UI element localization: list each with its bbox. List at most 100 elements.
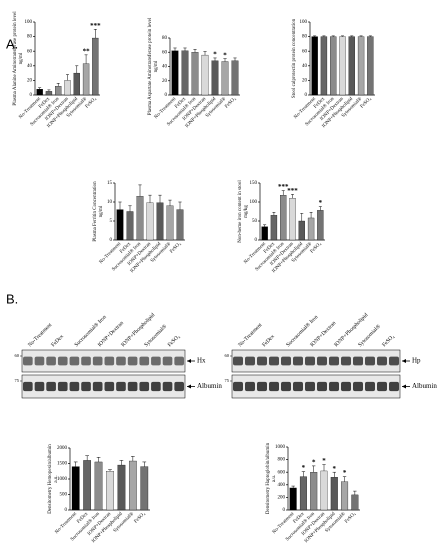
bar xyxy=(82,63,90,96)
blot-band xyxy=(139,381,150,392)
bar xyxy=(289,487,297,511)
bar xyxy=(36,89,43,96)
bar xyxy=(339,36,346,96)
bar xyxy=(298,220,305,241)
y-tick-label: 40 xyxy=(162,65,168,70)
bar xyxy=(320,36,328,96)
blot-band xyxy=(269,356,279,366)
blot-band xyxy=(281,356,291,366)
y-tick-label: 2000 xyxy=(57,446,68,451)
blot-band xyxy=(34,356,45,366)
bar xyxy=(311,36,318,96)
bar xyxy=(261,226,268,241)
y-tick-label: 0 xyxy=(110,238,113,243)
blot-band xyxy=(305,356,315,366)
blot-band xyxy=(23,381,33,392)
blot-band xyxy=(377,356,387,366)
band-label: Albumin xyxy=(412,382,437,390)
blot-band xyxy=(92,356,103,366)
lane-label: FeSO₄ xyxy=(381,334,396,349)
blot-band xyxy=(245,381,255,392)
y-axis-label: Plasma Aspartate Aminotransferase protei… xyxy=(148,17,153,115)
y-tick-label: 500 xyxy=(60,493,68,498)
marker-label: 75 xyxy=(225,378,230,383)
y-tick-label: 1000 xyxy=(275,445,286,450)
blot-band xyxy=(92,381,103,392)
y-axis-label: Densitometry Haptoglobin/albumin xyxy=(266,442,271,514)
y-axis-unit: ng/ml xyxy=(99,205,104,217)
y-tick-label: 0 xyxy=(165,93,168,98)
bar xyxy=(357,36,365,96)
blot-band xyxy=(233,381,243,392)
blot-band xyxy=(104,381,115,392)
y-tick-label: 0 xyxy=(283,508,286,513)
significance: *** xyxy=(90,22,101,30)
y-tick-label: 40 xyxy=(27,64,33,69)
blot-band xyxy=(353,381,363,392)
bar xyxy=(116,209,124,241)
y-tick-label: 10 xyxy=(107,200,113,205)
blot-band xyxy=(281,381,291,392)
significance: * xyxy=(302,464,306,472)
panel-label: B. xyxy=(6,291,18,306)
blot-band xyxy=(389,356,399,366)
y-tick-label: 20 xyxy=(302,79,308,84)
x-tick-label: FeSO₄ xyxy=(134,512,147,525)
significance: *** xyxy=(278,183,289,191)
bar xyxy=(73,72,80,96)
y-tick-label: 60 xyxy=(162,50,168,55)
y-tick-label: 0 xyxy=(65,508,68,513)
y-tick-label: 150 xyxy=(250,181,258,186)
blot-band xyxy=(46,381,56,392)
bar xyxy=(181,50,189,96)
blot-band xyxy=(81,356,91,366)
y-axis-label: Densitometry Hemopexin/albumin xyxy=(48,444,53,514)
y-axis-unit: a.u. xyxy=(272,475,277,482)
bar xyxy=(320,470,328,511)
y-axis-label: Stool calprotectin protein concentration xyxy=(292,18,297,98)
marker-label: 60 xyxy=(225,353,230,358)
blot-band xyxy=(174,356,184,366)
y-tick-label: 15 xyxy=(107,181,113,186)
band-arrowhead xyxy=(187,384,191,389)
bar xyxy=(71,466,80,511)
bar xyxy=(351,494,359,511)
blot-band xyxy=(81,381,91,392)
bar xyxy=(317,210,324,241)
blot-strip xyxy=(21,349,186,373)
blot-band xyxy=(365,356,375,366)
y-tick-label: 5 xyxy=(110,219,113,224)
bar xyxy=(171,50,179,96)
y-tick-label: 0 xyxy=(255,238,258,243)
y-axis-unit: mg/kg xyxy=(244,205,249,218)
x-tick-label: FeSO₄ xyxy=(310,242,323,255)
band-arrowhead xyxy=(402,384,406,389)
blot-band xyxy=(257,356,267,366)
blot-band xyxy=(151,381,161,392)
y-tick-label: 80 xyxy=(162,36,168,41)
y-tick-label: 200 xyxy=(278,496,286,501)
significance: * xyxy=(333,465,337,473)
y-tick-label: 40 xyxy=(302,64,308,69)
blot-band xyxy=(365,381,375,392)
y-axis-unit: a.u. xyxy=(54,475,59,482)
blot-band xyxy=(353,356,363,366)
blot-band xyxy=(389,381,399,392)
bar xyxy=(330,36,337,96)
significance: * xyxy=(213,51,217,59)
band-label: Hx xyxy=(197,357,206,365)
y-tick-label: 80 xyxy=(27,35,33,40)
y-tick-label: 600 xyxy=(278,470,286,475)
bar xyxy=(117,464,126,511)
bar xyxy=(146,202,154,241)
lane-label: Sytosomial® xyxy=(143,323,168,348)
blot-band xyxy=(293,356,303,366)
bar xyxy=(83,460,92,511)
panel-label: A. xyxy=(6,36,18,51)
y-tick-label: 0 xyxy=(30,93,33,98)
y-tick-label: 100 xyxy=(250,200,258,205)
blot-band xyxy=(162,356,173,366)
significance: *** xyxy=(287,187,298,195)
bar xyxy=(221,61,229,96)
band-label: Hp xyxy=(412,357,421,365)
